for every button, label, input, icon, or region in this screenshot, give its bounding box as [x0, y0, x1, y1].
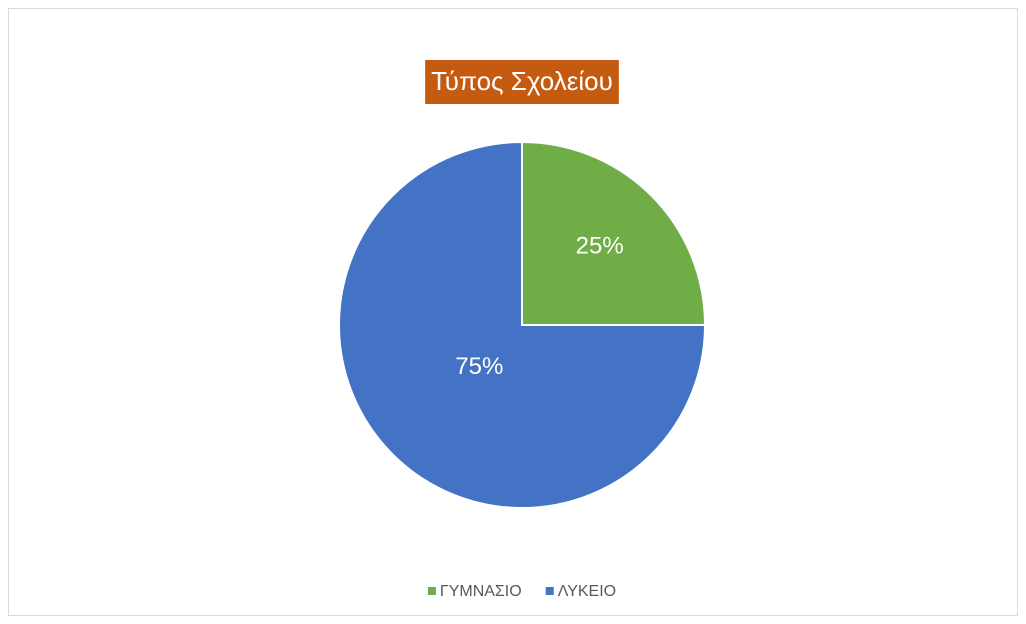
legend-label: ΓΥΜΝΑΣΙΟ	[440, 583, 522, 600]
data-label: 25%	[576, 233, 624, 260]
pie-slice	[521, 140, 707, 326]
title-background	[425, 60, 619, 104]
data-label: 75%	[455, 353, 503, 380]
legend-label: ΛΥΚΕΙΟ	[558, 583, 616, 600]
pie-slice	[338, 140, 707, 509]
chart-title: Τύπος Σχολείου	[431, 66, 613, 96]
legend-swatch	[545, 587, 554, 595]
legend-swatch	[427, 587, 436, 595]
